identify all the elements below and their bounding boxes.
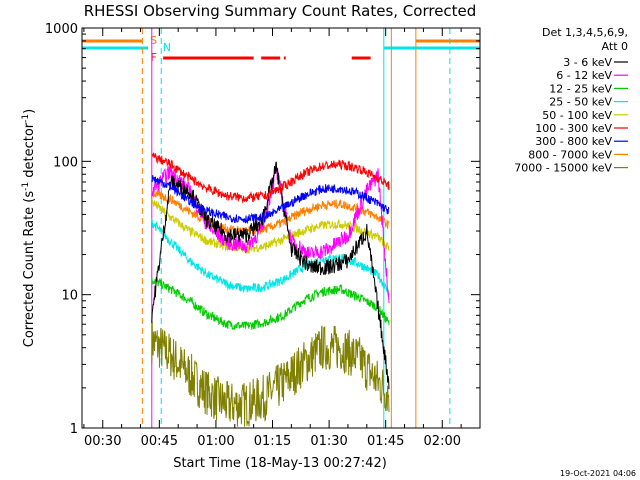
flag-label-f: F (151, 51, 157, 64)
legend-entry-label: 800 - 7000 keV (528, 148, 612, 161)
legend-entry-label: 100 - 300 keV (535, 122, 612, 135)
x-tick-label: 02:00 (424, 434, 461, 449)
legend-entry-label: 25 - 50 keV (549, 96, 612, 109)
y-tick-label: 1 (70, 422, 78, 437)
y-label-part: Corrected Count Rate (s (22, 191, 37, 348)
legend-entry-label: 6 - 12 keV (556, 69, 612, 82)
event-lines (141, 28, 451, 428)
y-label-superscript: -1 (21, 114, 31, 123)
y-tick-label: 10 (61, 289, 78, 304)
series-line-12-25-kev (151, 276, 390, 331)
x-tick-label: 00:45 (141, 434, 178, 449)
y-label-superscript: -1 (21, 182, 31, 191)
y-label-part: detector (22, 122, 37, 182)
series-line-800-7000-kev (151, 189, 390, 235)
legend-detectors: Det 1,3,4,5,6,9, (542, 26, 628, 39)
legend-entry-label: 300 - 800 keV (535, 135, 612, 148)
y-label-part: ) (22, 109, 37, 114)
x-tick-label: 01:15 (254, 434, 291, 449)
plot-frame (81, 27, 481, 429)
legend-entry-label: 50 - 100 keV (542, 109, 612, 122)
series-group (151, 152, 390, 427)
series-line-100-300-kev (151, 152, 390, 204)
axes: 00:30 00:45 01:00 01:15 01:30 01:45 02:00 1 10 10… (45, 22, 481, 449)
flag-bars: SNF (82, 34, 480, 64)
flag-label-n: N (163, 41, 171, 54)
x-tick-label: 01:00 (197, 434, 234, 449)
series-line-300-800-kev (151, 175, 390, 224)
y-tick-label: 100 (53, 155, 78, 170)
timestamp: 19-Oct-2021 04:06 (560, 469, 636, 478)
series-line-7000-15000-kev (151, 321, 390, 427)
chart-title: RHESSI Observing Summary Count Rates, Co… (84, 2, 477, 20)
y-tick-label: 1000 (45, 22, 78, 37)
x-tick-label: 00:30 (84, 434, 121, 449)
x-tick-label: 01:45 (367, 434, 404, 449)
legend-entry-label: 7000 - 15000 keV (514, 162, 612, 175)
legend-entry-label: 12 - 25 keV (549, 82, 612, 95)
legend-entry-label: 3 - 6 keV (563, 56, 612, 69)
y-axis-label-text: Corrected Count Rate (s-1 detector-1) (21, 109, 37, 347)
y-axis-label: Corrected Count Rate (s-1 detector-1) (21, 109, 37, 347)
legend-attenuator: Att 0 (602, 40, 628, 53)
x-tick-label: 01:30 (310, 434, 347, 449)
flag-label-s: S (150, 34, 157, 47)
x-axis-label: Start Time (18-May-13 00:27:42) (173, 456, 387, 471)
